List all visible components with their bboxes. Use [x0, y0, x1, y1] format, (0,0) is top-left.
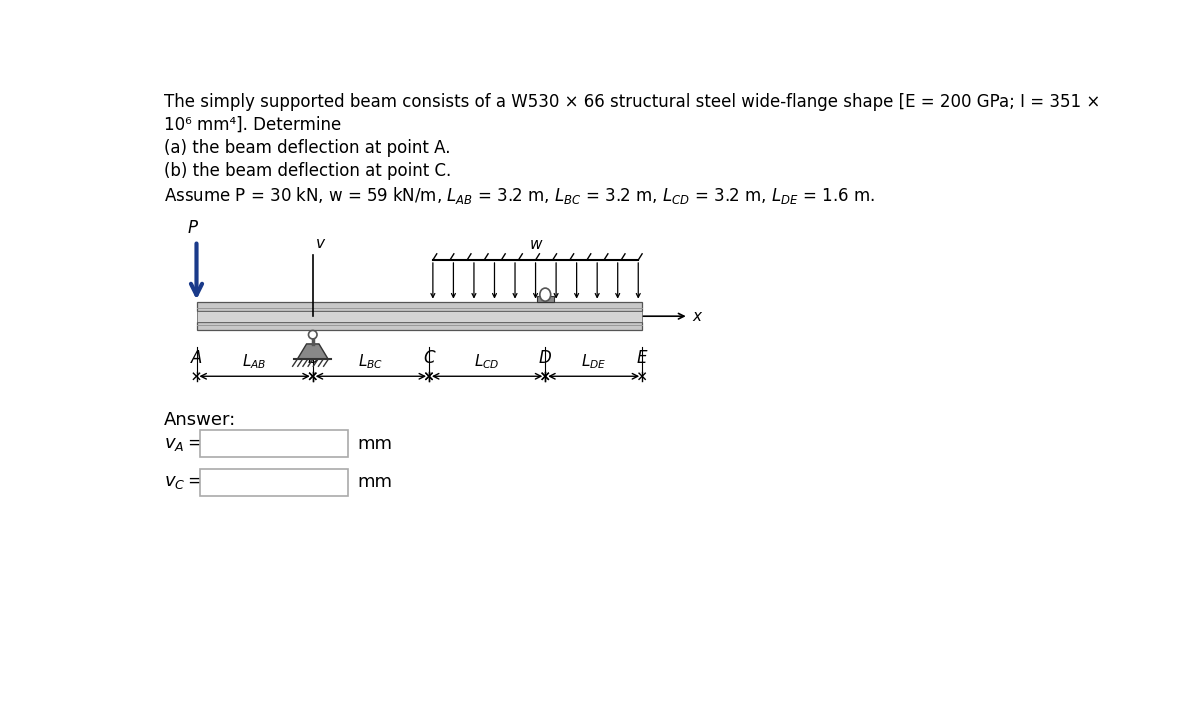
Text: D: D: [539, 349, 552, 367]
Text: w: w: [529, 236, 542, 251]
Text: E: E: [637, 349, 647, 367]
Text: (a) the beam deflection at point A.: (a) the beam deflection at point A.: [164, 139, 450, 157]
Text: P: P: [187, 219, 197, 237]
Text: $L_{AB}$: $L_{AB}$: [242, 352, 266, 371]
Text: A: A: [191, 349, 202, 367]
Text: $L_{DE}$: $L_{DE}$: [581, 352, 606, 371]
Text: $v_C =$: $v_C =$: [164, 473, 203, 491]
Text: Answer:: Answer:: [164, 411, 236, 429]
Text: C: C: [424, 349, 434, 367]
Bar: [197, 311, 642, 322]
Text: v: v: [316, 236, 325, 251]
Text: mm: mm: [358, 473, 392, 491]
Circle shape: [308, 330, 317, 339]
Polygon shape: [298, 344, 329, 359]
Text: (b) the beam deflection at point C.: (b) the beam deflection at point C.: [164, 162, 451, 180]
Bar: [536, 296, 553, 302]
Text: $L_{BC}$: $L_{BC}$: [359, 352, 384, 371]
Text: The simply supported beam consists of a W530 × 66 structural steel wide-flange s: The simply supported beam consists of a …: [164, 93, 1100, 111]
Bar: [200, 469, 348, 496]
Ellipse shape: [540, 288, 551, 301]
Bar: [197, 322, 642, 330]
Bar: [200, 430, 348, 457]
Text: x: x: [692, 309, 702, 324]
Text: 10⁶ mm⁴]. Determine: 10⁶ mm⁴]. Determine: [164, 116, 341, 134]
Text: B: B: [307, 349, 318, 367]
Bar: [197, 302, 642, 311]
Text: $v_A =$: $v_A =$: [164, 435, 203, 453]
Text: $L_{CD}$: $L_{CD}$: [474, 352, 500, 371]
Text: Assume P = 30 kN, w = 59 kN/m, $L_{AB}$ = 3.2 m, $L_{BC}$ = 3.2 m, $L_{CD}$ = 3.: Assume P = 30 kN, w = 59 kN/m, $L_{AB}$ …: [164, 185, 875, 207]
Text: mm: mm: [358, 435, 392, 453]
